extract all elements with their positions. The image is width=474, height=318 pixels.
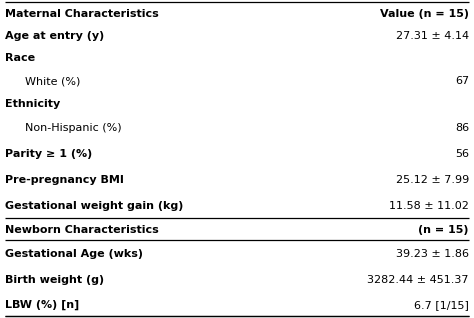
Text: 25.12 ± 7.99: 25.12 ± 7.99: [396, 175, 469, 185]
Text: 6.7 [1/15]: 6.7 [1/15]: [414, 300, 469, 310]
Text: Value (n = 15): Value (n = 15): [380, 9, 469, 19]
Text: Birth weight (g): Birth weight (g): [5, 275, 104, 285]
Text: 39.23 ± 1.86: 39.23 ± 1.86: [396, 249, 469, 259]
Text: Gestational weight gain (kg): Gestational weight gain (kg): [5, 201, 183, 211]
Text: 67: 67: [455, 76, 469, 86]
Text: 56: 56: [455, 149, 469, 159]
Text: White (%): White (%): [25, 76, 81, 86]
Text: Maternal Characteristics: Maternal Characteristics: [5, 9, 159, 19]
Text: Parity ≥ 1 (%): Parity ≥ 1 (%): [5, 149, 92, 159]
Text: Non-Hispanic (%): Non-Hispanic (%): [25, 123, 122, 133]
Text: Race: Race: [5, 53, 35, 63]
Text: LBW (%) [n]: LBW (%) [n]: [5, 300, 79, 310]
Text: Ethnicity: Ethnicity: [5, 99, 60, 109]
Text: Pre-pregnancy BMI: Pre-pregnancy BMI: [5, 175, 124, 185]
Text: Age at entry (y): Age at entry (y): [5, 31, 104, 41]
Text: Gestational Age (wks): Gestational Age (wks): [5, 249, 143, 259]
Text: 27.31 ± 4.14: 27.31 ± 4.14: [396, 31, 469, 41]
Text: 86: 86: [455, 123, 469, 133]
Text: 11.58 ± 11.02: 11.58 ± 11.02: [389, 201, 469, 211]
Text: (n = 15): (n = 15): [419, 225, 469, 235]
Text: Newborn Characteristics: Newborn Characteristics: [5, 225, 159, 235]
Text: 3282.44 ± 451.37: 3282.44 ± 451.37: [367, 275, 469, 285]
